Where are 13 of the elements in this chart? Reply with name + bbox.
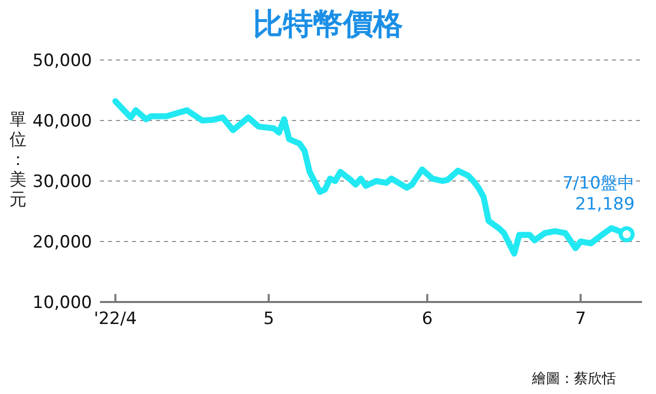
text: 繪圖：蔡欣恬 — [532, 370, 616, 388]
y-tick-label: 20,000 — [32, 232, 92, 253]
y-tick-label: 30,000 — [32, 172, 92, 192]
y-tick-label: 50,000 — [32, 51, 92, 72]
x-tick-label: 7 — [575, 309, 586, 330]
x-tick-label: '22/4 — [94, 309, 137, 330]
y-tick-label: 10,000 — [32, 293, 92, 314]
x-tick-label: 6 — [422, 309, 433, 330]
chart-title: 比特幣價格 — [252, 6, 404, 44]
y-tick-label: 40,000 — [32, 112, 92, 132]
x-tick-label: 5 — [263, 309, 274, 330]
y-axis-title: 單位：美元 — [8, 110, 28, 210]
annotation: 7/10盤中 21,189 — [562, 173, 635, 214]
